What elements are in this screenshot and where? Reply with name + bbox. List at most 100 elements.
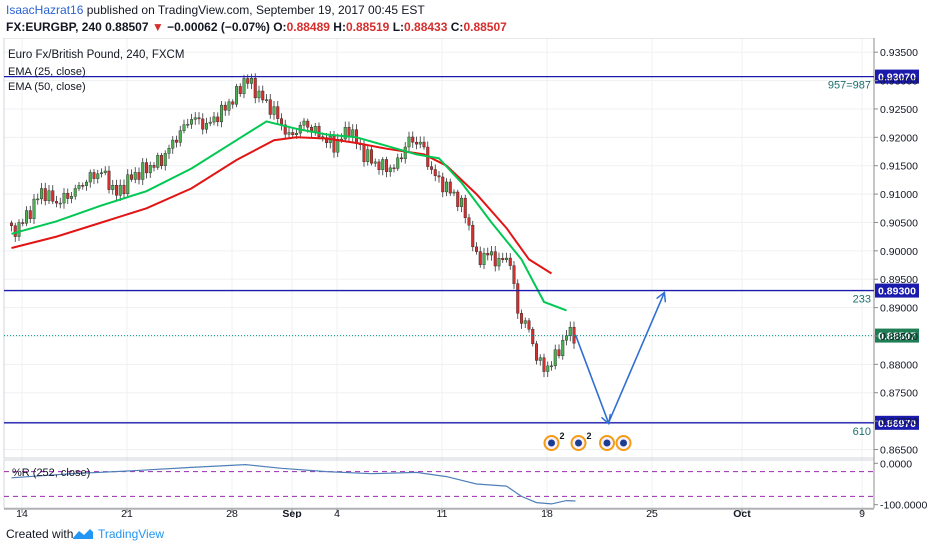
- price-tag-label: 0.93070: [878, 72, 916, 84]
- candle-body: [531, 329, 535, 344]
- candle-body: [437, 175, 441, 178]
- candle-body: [40, 188, 44, 200]
- candle-body: [553, 349, 557, 367]
- candle-body: [265, 99, 269, 101]
- y-tick-label: 0.87000: [880, 416, 918, 428]
- price-change: −0.00062 (−0.07%): [167, 20, 270, 34]
- candle-body: [156, 155, 160, 168]
- candle-body: [392, 167, 396, 170]
- last-price: 0.88507: [105, 20, 149, 34]
- price-chart[interactable]: 957=987 0.93070 233 0.89300 610 0.86970 0.8850…: [0, 38, 932, 518]
- candle-body: [471, 224, 475, 248]
- price-tag-box: [875, 283, 919, 298]
- candle-body: [407, 136, 411, 148]
- candle-body: [565, 335, 569, 341]
- tradingview-logo-icon[interactable]: [72, 527, 94, 541]
- low-value: 0.88433: [404, 20, 448, 34]
- candle-body: [73, 188, 77, 197]
- author-link[interactable]: IsaacHazrat16: [6, 3, 84, 17]
- candle-body: [373, 161, 377, 164]
- candle-body: [385, 159, 389, 172]
- candle-body: [366, 149, 370, 162]
- wr-legend: %R (252, close): [12, 467, 90, 479]
- candle-body: [208, 121, 212, 124]
- x-tick-label: Oct: [733, 508, 751, 518]
- candle-body: [475, 246, 479, 252]
- event-count-badge: 2: [587, 431, 592, 441]
- footer: Created with TradingView: [0, 518, 932, 550]
- publisher-line: IsaacHazrat16 published on TradingView.c…: [6, 3, 425, 17]
- candle-body: [103, 170, 107, 173]
- candle-body: [219, 104, 223, 123]
- candle-body: [422, 141, 426, 148]
- high-label: H:: [333, 20, 346, 34]
- y-tick-label: 0.93000: [880, 76, 918, 88]
- candle-body: [557, 349, 561, 357]
- candle-body: [460, 197, 464, 207]
- candle-body: [55, 201, 59, 204]
- candle-body: [456, 191, 460, 207]
- chart-title: Euro Fx/British Pound, 240, FXCM: [8, 49, 184, 61]
- candle-body: [505, 257, 509, 260]
- candle-body: [148, 165, 152, 174]
- candle-body: [430, 166, 434, 170]
- candle-body: [501, 258, 505, 260]
- price-tag-label: 0.86970: [878, 418, 916, 430]
- candle-body: [137, 172, 141, 180]
- price-pane-frame: [3, 38, 875, 459]
- ema50-line: [11, 136, 553, 275]
- candle-body: [231, 101, 235, 105]
- x-tick-label: 21: [121, 508, 133, 518]
- candle-body: [523, 320, 527, 324]
- last-price-tag-box: [875, 328, 919, 343]
- candle-body: [133, 172, 137, 180]
- low-label: L:: [392, 20, 405, 34]
- fib-level-label: 610: [853, 426, 871, 438]
- candle-body: [516, 283, 520, 314]
- x-tick-label: 4: [334, 508, 340, 518]
- candle-body: [377, 161, 381, 170]
- candle-body: [163, 153, 167, 166]
- price-tag-box: [875, 69, 919, 84]
- candle-body: [58, 202, 62, 205]
- candle-body: [118, 184, 122, 196]
- candle-body: [182, 124, 186, 131]
- y-tick-label: 0.93500: [880, 47, 918, 59]
- candle-body: [291, 132, 295, 135]
- candle-body: [36, 198, 40, 201]
- candle-body: [201, 118, 205, 130]
- open-value: 0.88489: [286, 20, 330, 34]
- candle-body: [25, 210, 29, 224]
- candle-body: [43, 188, 47, 201]
- y-tick-label: 0.86500: [880, 444, 918, 456]
- candle-body: [152, 165, 156, 168]
- last-price-tag-label: 0.88507: [878, 331, 916, 343]
- candle-body: [418, 141, 422, 145]
- projection-arrow-up: [607, 293, 665, 424]
- candle-body: [227, 101, 231, 111]
- candle-body: [84, 181, 88, 186]
- candle-body: [81, 185, 85, 187]
- candle-body: [189, 119, 193, 125]
- candle-body: [253, 78, 257, 99]
- candle-body: [28, 210, 32, 219]
- candle-body: [122, 184, 126, 195]
- candle-body: [234, 86, 238, 105]
- candle-body: [47, 190, 51, 201]
- candle-body: [343, 127, 347, 140]
- y-tick-label: 0.91000: [880, 189, 918, 201]
- candle-body: [69, 196, 73, 199]
- candle-body: [550, 365, 554, 368]
- candle-body: [77, 185, 81, 189]
- tradingview-link[interactable]: TradingView: [98, 527, 165, 541]
- ema25-line: [11, 120, 567, 312]
- fib-level-label: 233: [853, 294, 871, 306]
- symbol-label: FX:EURGBP, 240: [6, 20, 102, 34]
- projection-arrow-down: [574, 334, 609, 423]
- candle-body: [306, 120, 310, 128]
- candle-body: [9, 222, 13, 226]
- candle-body: [490, 251, 494, 256]
- candle-body: [178, 130, 182, 143]
- x-tick-label: 11: [437, 508, 448, 518]
- wr-line: [11, 463, 576, 505]
